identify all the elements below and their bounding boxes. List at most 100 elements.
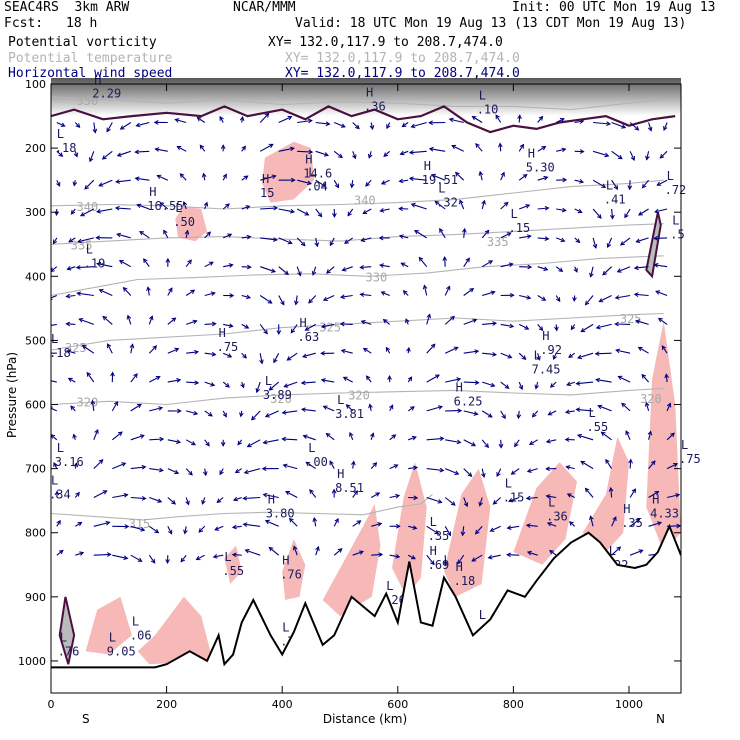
wind-vector-446 bbox=[547, 522, 557, 527]
wind-arrowhead-196 bbox=[287, 239, 293, 245]
pv-extremum-value-34: .55 bbox=[222, 564, 244, 578]
wind-arrowhead-384 bbox=[495, 114, 500, 120]
wind-vector-112 bbox=[175, 118, 187, 124]
wind-arrowhead-60 bbox=[121, 462, 127, 467]
wind-vector-362 bbox=[463, 410, 478, 415]
wind-arrowhead-128 bbox=[196, 117, 202, 122]
wind-arrowhead-360 bbox=[474, 349, 480, 354]
wind-vector-151 bbox=[223, 323, 233, 327]
wind-vector-276 bbox=[361, 237, 372, 242]
wind-arrowhead-85 bbox=[143, 258, 148, 264]
wind-arrowhead-328 bbox=[430, 343, 436, 349]
wind-arrowhead-114 bbox=[179, 173, 185, 178]
wind-arrowhead-440 bbox=[552, 354, 557, 360]
wind-vector-39 bbox=[79, 318, 94, 325]
wind-vector-233 bbox=[301, 381, 316, 384]
wind-arrowhead-353 bbox=[451, 144, 457, 150]
wind-vector-475 bbox=[577, 434, 594, 441]
wind-arrowhead-80 bbox=[135, 122, 141, 128]
wind-vector-91 bbox=[149, 438, 164, 441]
wind-arrowhead-104 bbox=[174, 347, 180, 353]
wind-vector-496 bbox=[629, 122, 639, 131]
wind-vector-209 bbox=[297, 150, 313, 153]
pv-extremum-type-18: L bbox=[438, 182, 445, 196]
pv-extremum-value-2: .18 bbox=[49, 346, 71, 360]
wind-vector-196 bbox=[278, 237, 293, 244]
wind-vector-104 bbox=[167, 348, 179, 354]
wind-arrowhead-181 bbox=[271, 268, 276, 273]
wind-arrowhead-418 bbox=[543, 175, 549, 181]
wind-arrowhead-348 bbox=[454, 470, 460, 475]
wind-arrowhead-111 bbox=[165, 559, 170, 565]
wind-vector-217 bbox=[284, 381, 298, 388]
wind-vector-414 bbox=[507, 525, 520, 529]
wind-arrowhead-207 bbox=[268, 546, 274, 552]
wind-arrowhead-199 bbox=[276, 330, 282, 336]
pv-extremum-type-30: L bbox=[548, 496, 555, 510]
wind-vector-335 bbox=[426, 554, 435, 565]
wind-vector-274 bbox=[365, 179, 372, 187]
wind-vector-310 bbox=[403, 290, 409, 296]
wind-arrowhead-540 bbox=[673, 463, 679, 468]
wind-vector-361 bbox=[463, 381, 479, 384]
wind-arrowhead-191 bbox=[244, 548, 250, 554]
wind-arrowhead-153 bbox=[225, 383, 230, 388]
wind-arrowhead-155 bbox=[220, 442, 226, 447]
wind-arrowhead-100 bbox=[163, 229, 168, 235]
pv-extremum-value-5: 16.55 bbox=[147, 199, 183, 213]
wind-arrowhead-200 bbox=[273, 358, 278, 364]
wind-arrowhead-461 bbox=[566, 493, 572, 498]
pv-extremum-value-32: 4.33 bbox=[650, 507, 679, 521]
wind-vector-291 bbox=[380, 208, 390, 212]
wind-arrowhead-34 bbox=[84, 184, 90, 190]
wind-arrowhead-54 bbox=[98, 289, 104, 294]
fcst-value: 18 h bbox=[66, 16, 98, 31]
wind-arrowhead-160 bbox=[239, 116, 245, 122]
wind-arrowhead-302 bbox=[395, 523, 401, 529]
wind-arrowhead-91 bbox=[159, 436, 165, 442]
pv-extremum-type-1: L bbox=[86, 243, 93, 257]
wind-vector-122 bbox=[186, 410, 198, 415]
wind-arrowhead-103 bbox=[171, 317, 177, 322]
wind-arrowhead-321 bbox=[408, 150, 414, 155]
wind-vector-148 bbox=[222, 233, 232, 239]
wind-arrowhead-327 bbox=[426, 313, 431, 319]
wind-vector-203 bbox=[263, 439, 279, 444]
wind-arrowhead-520 bbox=[637, 346, 643, 352]
wind-arrowhead-466 bbox=[601, 183, 607, 188]
wind-arrowhead-224 bbox=[325, 121, 331, 127]
wind-arrowhead-332 bbox=[439, 467, 445, 473]
wind-arrowhead-149 bbox=[228, 263, 234, 268]
wind-arrowhead-310 bbox=[402, 290, 408, 295]
wind-arrowhead-279 bbox=[360, 320, 366, 325]
wind-vector-20 bbox=[68, 237, 76, 243]
wind-arrowhead-399 bbox=[487, 554, 493, 560]
wind-vector-344 bbox=[444, 346, 459, 354]
wind-vector-177 bbox=[259, 143, 274, 152]
wind-vector-262 bbox=[340, 294, 353, 298]
wind-vector-373 bbox=[481, 260, 493, 268]
wind-arrowhead-192 bbox=[287, 115, 293, 121]
wind-vector-92 bbox=[149, 468, 163, 472]
wind-vector-242 bbox=[333, 179, 339, 188]
wind-arrowhead-341 bbox=[442, 256, 448, 261]
wind-vector-156 bbox=[219, 468, 224, 475]
wind-vector-164 bbox=[241, 236, 251, 239]
wind-vector-210 bbox=[297, 179, 312, 185]
wind-arrowhead-69 bbox=[118, 260, 124, 265]
wind-vector-284 bbox=[370, 462, 377, 469]
wind-vector-348 bbox=[444, 468, 459, 475]
wind-arrowhead-144 bbox=[219, 115, 224, 121]
wind-arrowhead-444 bbox=[545, 466, 550, 472]
wind-arrowhead-340 bbox=[439, 227, 444, 233]
wind-arrowhead-216 bbox=[286, 356, 292, 361]
wind-arrowhead-361 bbox=[474, 380, 480, 385]
wind-arrowhead-467 bbox=[597, 214, 602, 219]
field-theta-name: Potential temperature bbox=[8, 51, 173, 66]
wind-arrowhead-86 bbox=[146, 286, 151, 292]
plot-frame bbox=[50, 83, 682, 694]
pv-low-feature bbox=[58, 596, 76, 665]
wind-arrowhead-132 bbox=[206, 231, 212, 237]
wind-vector-416 bbox=[537, 116, 544, 123]
wind-vector-216 bbox=[286, 352, 298, 361]
